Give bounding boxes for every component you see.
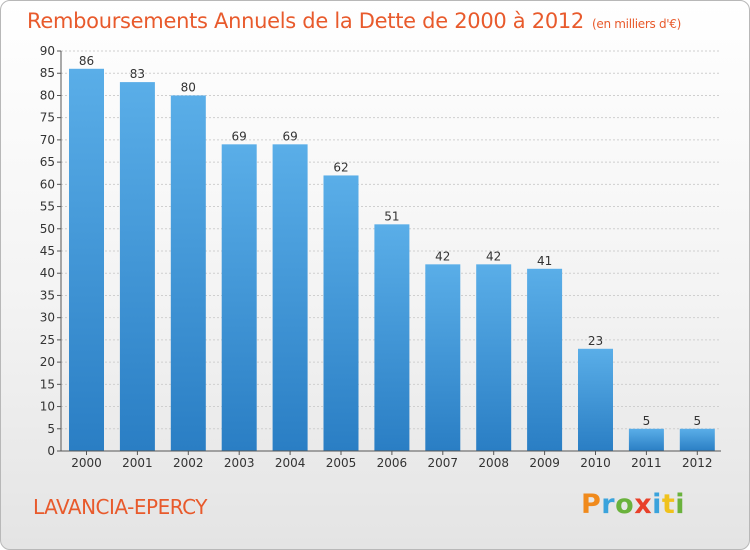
bar	[323, 175, 359, 451]
bars: 86 83 80 69 69 62 51 42 42 41 23 5 5	[69, 54, 715, 452]
bar-value-label: 42	[435, 249, 450, 263]
logo-letter: i	[675, 489, 686, 520]
logo-letter: i	[652, 489, 662, 520]
bar-value-label: 86	[79, 54, 94, 68]
bar	[476, 264, 512, 451]
city-name: LAVANCIA-EPERCY	[33, 495, 207, 519]
y-tick-label: 10	[40, 400, 55, 414]
proxiti-logo: Proxiti	[581, 489, 685, 520]
bar-value-label: 41	[537, 254, 552, 268]
bar	[628, 428, 664, 451]
x-tick-label: 2000	[71, 456, 102, 470]
bar	[272, 144, 308, 452]
y-tick-label: 55	[40, 200, 55, 214]
x-tick-label: 2009	[529, 456, 560, 470]
bar	[527, 268, 563, 451]
y-axis: 0 5 10 15 20 25 30 35 40 45 50 55 60 65 70 75 80 85 90	[40, 44, 62, 458]
logo-letter: o	[615, 489, 635, 520]
bar-value-label: 69	[282, 129, 297, 143]
y-tick-label: 30	[40, 311, 55, 325]
x-tick-label: 2007	[428, 456, 459, 470]
bar	[119, 82, 155, 451]
bar-value-label: 69	[232, 129, 247, 143]
y-tick-label: 5	[47, 422, 55, 436]
logo-letter: x	[634, 489, 653, 520]
y-tick-label: 15	[40, 377, 55, 391]
logo-letter: r	[601, 489, 616, 520]
x-tick-label: 2006	[377, 456, 408, 470]
bar-value-label: 83	[130, 67, 145, 81]
y-tick-label: 60	[40, 177, 55, 191]
chart-title: Remboursements Annuels de la Dette de 20…	[27, 9, 681, 33]
bar-value-label: 23	[588, 334, 603, 348]
bar	[170, 95, 206, 451]
y-tick-label: 90	[40, 44, 55, 58]
x-tick-label: 2011	[631, 456, 662, 470]
y-tick-label: 20	[40, 355, 55, 369]
bar-value-label: 5	[643, 414, 651, 428]
logo-letter: P	[581, 489, 602, 520]
x-tick-label: 2001	[122, 456, 153, 470]
bar	[578, 348, 613, 451]
x-tick-label: 2012	[682, 456, 713, 470]
bar-value-label: 42	[486, 249, 501, 263]
bar-value-label: 51	[384, 209, 399, 223]
y-tick-label: 45	[40, 244, 55, 258]
chart-title-text: Remboursements Annuels de la Dette de 20…	[27, 9, 584, 33]
y-tick-label: 50	[40, 222, 55, 236]
y-tick-label: 35	[40, 288, 55, 302]
x-tick-label: 2004	[275, 456, 306, 470]
bar	[221, 144, 257, 452]
bar-value-label: 5	[693, 414, 701, 428]
x-tick-label: 2010	[580, 456, 611, 470]
bar-value-label: 80	[181, 80, 196, 94]
y-tick-label: 0	[47, 444, 55, 458]
y-tick-label: 25	[40, 333, 55, 347]
x-axis: 2000 2001 2002 2003 2004 2005 2006 2007 2008 2009…	[61, 450, 721, 470]
y-tick-label: 40	[40, 266, 55, 280]
y-tick-label: 75	[40, 111, 55, 125]
x-tick-label: 2005	[326, 456, 357, 470]
y-tick-label: 80	[40, 88, 55, 102]
y-tick-label: 70	[40, 133, 55, 147]
unit-note: (en milliers d'€)	[592, 17, 682, 31]
x-tick-label: 2008	[478, 456, 509, 470]
x-tick-label: 2002	[173, 456, 204, 470]
bar	[425, 264, 461, 451]
y-tick-label: 85	[40, 66, 55, 80]
logo-letter: t	[661, 489, 676, 520]
bar	[69, 68, 104, 452]
bar	[679, 428, 715, 451]
bar-value-label: 62	[333, 160, 348, 174]
x-tick-label: 2003	[224, 456, 255, 470]
y-tick-label: 65	[40, 155, 55, 169]
bar	[374, 224, 410, 451]
